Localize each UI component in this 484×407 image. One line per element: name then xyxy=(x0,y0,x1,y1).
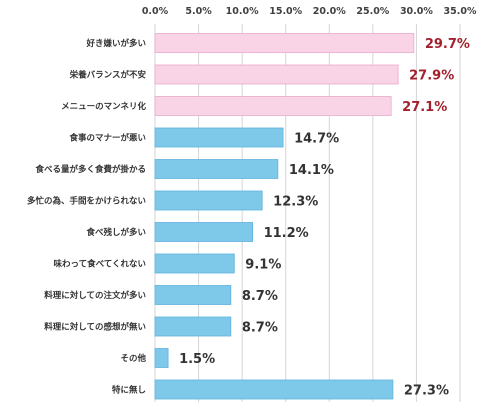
value-label: 12.3% xyxy=(273,195,318,210)
bar xyxy=(154,190,263,211)
bar xyxy=(154,316,232,337)
x-tick-label: 0.0% xyxy=(142,6,169,17)
bar xyxy=(154,127,284,148)
bar xyxy=(154,285,232,305)
value-label: 11.2% xyxy=(264,226,309,241)
bar xyxy=(154,222,253,242)
category-label: 多忙の為、手間をかけられない xyxy=(27,196,146,207)
value-label: 9.1% xyxy=(245,258,281,273)
bar xyxy=(154,33,415,53)
value-label: 27.3% xyxy=(404,384,449,399)
category-label: 食べ残しが多い xyxy=(86,227,146,238)
category-label: 特に無し xyxy=(112,385,146,396)
bar xyxy=(154,96,392,116)
bar xyxy=(154,348,169,368)
value-label: 14.1% xyxy=(289,163,334,178)
category-labels: 好き嫌いが多い栄養バランスが不安メニューのマンネリ化食事のマナーが悪い食べる量が… xyxy=(27,38,147,396)
value-label: 27.9% xyxy=(409,69,454,84)
value-label: 14.7% xyxy=(294,132,339,147)
category-label: 食事のマナーが悪い xyxy=(69,133,146,144)
x-axis-ticks: 0.0% 5.0% 10.0% 15.0% 20.0% 25.0% 30.0% 35.0% xyxy=(142,6,477,17)
x-tick-label: 25.0% xyxy=(356,6,389,17)
value-label: 8.7% xyxy=(242,289,278,304)
x-tick-label: 30.0% xyxy=(400,6,433,17)
bar xyxy=(154,253,235,274)
category-label: 味わって食べてくれない xyxy=(54,259,146,270)
value-label: 1.5% xyxy=(179,352,215,367)
bar xyxy=(154,159,279,179)
bar xyxy=(154,379,394,400)
x-tick-label: 10.0% xyxy=(226,6,259,17)
x-tick-label: 35.0% xyxy=(444,6,477,17)
category-label: メニューのマンネリ化 xyxy=(61,101,146,112)
value-label: 8.7% xyxy=(242,321,278,336)
grid-lines xyxy=(154,24,461,402)
category-label: その他 xyxy=(120,353,146,364)
category-label: 料理に対しての感想が無い xyxy=(44,322,146,333)
value-label: 29.7% xyxy=(425,37,470,52)
x-tick-label: 15.0% xyxy=(269,6,302,17)
value-labels: 29.7% 27.9% 27.1% 14.7% 14.1% 12.3% 11.2% 9.1% 8… xyxy=(179,37,470,399)
bars xyxy=(154,33,415,400)
bar xyxy=(154,64,399,85)
category-label: 好き嫌いが多い xyxy=(85,38,146,49)
category-label: 食べる量が多く食費が掛かる xyxy=(35,164,146,175)
category-label: 料理に対しての注文が多い xyxy=(44,290,146,301)
x-tick-label: 20.0% xyxy=(313,6,346,17)
x-tick-label: 5.0% xyxy=(185,6,212,17)
value-label: 27.1% xyxy=(402,100,447,115)
category-label: 栄養バランスが不安 xyxy=(69,70,147,81)
